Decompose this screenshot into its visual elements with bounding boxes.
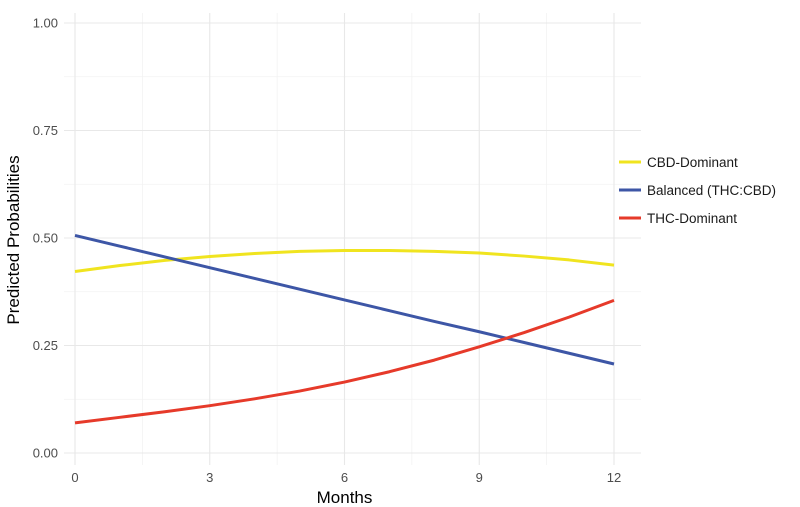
- x-tick-label: 3: [206, 470, 213, 485]
- y-tick-label: 0.25: [33, 338, 58, 353]
- series-lines: [74, 233, 615, 425]
- legend-label-1: Balanced (THC:CBD): [647, 183, 776, 198]
- y-tick-label: 1.00: [33, 16, 58, 31]
- series-line-1: [74, 233, 615, 366]
- minor-gridlines: [64, 13, 641, 465]
- x-tick-label: 9: [476, 470, 483, 485]
- x-tick-label: 6: [341, 470, 348, 485]
- x-axis-title: Months: [317, 488, 373, 507]
- y-axis-title: Predicted Probabilities: [4, 155, 23, 324]
- x-axis-ticks: 0 3 6 9 12: [71, 470, 621, 485]
- y-tick-label: 0.50: [33, 231, 58, 246]
- series-line-2: [74, 298, 615, 425]
- x-tick-label: 12: [607, 470, 621, 485]
- x-tick-label: 0: [71, 470, 78, 485]
- legend-label-0: CBD-Dominant: [647, 155, 738, 170]
- series-line-0: [74, 248, 615, 274]
- y-axis-ticks: 0.00 0.25 0.50 0.75 1.00: [33, 16, 58, 461]
- y-tick-label: 0.75: [33, 123, 58, 138]
- legend: CBD-Dominant Balanced (THC:CBD) THC-Domina…: [619, 155, 776, 226]
- y-tick-label: 0.00: [33, 446, 58, 461]
- legend-label-2: THC-Dominant: [647, 211, 737, 226]
- major-gridlines: [64, 13, 641, 465]
